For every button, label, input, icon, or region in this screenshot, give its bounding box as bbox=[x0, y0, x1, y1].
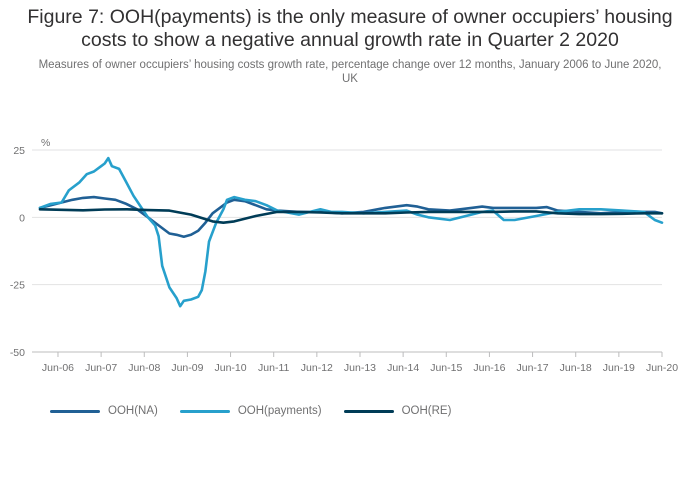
x-tick-label: Jun-19 bbox=[603, 362, 635, 374]
x-tick-label: Jun-06 bbox=[42, 362, 74, 374]
legend-swatch bbox=[343, 409, 394, 413]
legend-item[interactable]: OOH(payments) bbox=[179, 405, 322, 417]
legend-label: OOH(payments) bbox=[237, 405, 322, 417]
x-tick-label: Jun-10 bbox=[215, 362, 247, 374]
x-tick-label: Jun-14 bbox=[387, 362, 419, 374]
series-line-ooh-na bbox=[38, 195, 664, 238]
y-axis-label: % bbox=[41, 137, 50, 149]
x-tick-label: Jun-11 bbox=[258, 362, 289, 374]
x-tick-label: Jun-08 bbox=[128, 362, 160, 374]
series-line-ooh-re bbox=[38, 208, 664, 224]
x-tick-label: Jun-16 bbox=[473, 362, 505, 374]
legend-label: OOH(RE) bbox=[401, 405, 452, 417]
legend-label: OOH(NA) bbox=[108, 405, 158, 417]
x-tick-label: Jun-12 bbox=[301, 362, 333, 374]
legend-swatch bbox=[50, 409, 100, 413]
x-tick-label: Jun-13 bbox=[344, 362, 376, 374]
x-tick-label: Jun-20 bbox=[646, 362, 678, 374]
legend-item[interactable]: OOH(NA) bbox=[50, 405, 158, 417]
x-tick-label: Jun-09 bbox=[171, 362, 203, 374]
chart-title: Figure 7: OOH(payments) is the only meas… bbox=[27, 6, 673, 51]
line-chart: 25 0 -25 -50% Jun-06 Jun-07 Jun-08 Jun-09 Jun-10… bbox=[10, 137, 678, 374]
x-tick-label: Jun-15 bbox=[430, 362, 462, 374]
y-tick-label: 25 bbox=[13, 145, 25, 157]
legend: OOH(NA) OOH(payments) OOH(RE) bbox=[50, 405, 473, 417]
y-tick-label: -50 bbox=[10, 347, 25, 359]
chart-subtitle: Measures of owner occupiers’ housing cos… bbox=[38, 59, 662, 85]
legend-item[interactable]: OOH(RE) bbox=[343, 405, 452, 417]
x-tick-label: Jun-17 bbox=[517, 362, 549, 374]
series-line-ooh-payments bbox=[38, 156, 664, 308]
y-tick-label: -25 bbox=[10, 280, 25, 292]
x-tick-label: Jun-18 bbox=[560, 362, 592, 374]
legend-swatch bbox=[179, 409, 230, 413]
x-tick-label: Jun-07 bbox=[85, 362, 117, 374]
y-tick-label: 0 bbox=[19, 212, 25, 224]
